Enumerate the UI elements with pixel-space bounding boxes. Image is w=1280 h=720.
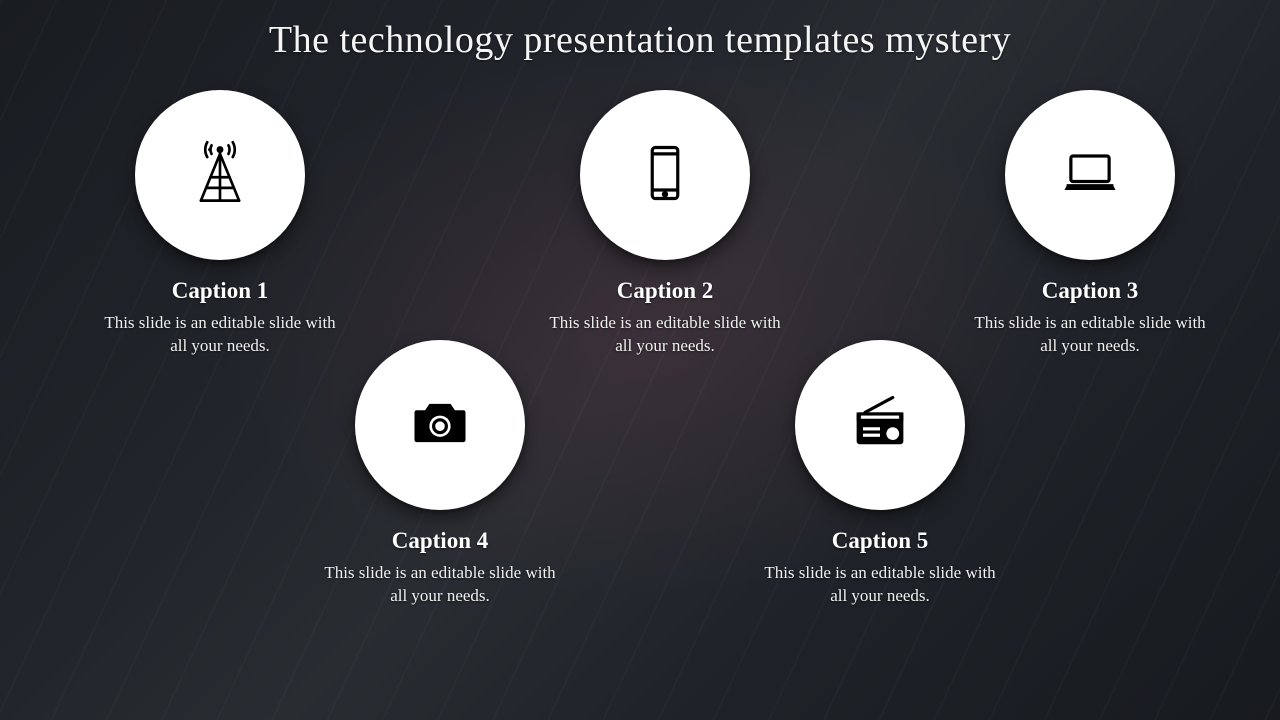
icon-circle-4 (355, 340, 525, 510)
slide-root: The technology presentation templates my… (0, 0, 1280, 720)
slide-title: The technology presentation templates my… (0, 18, 1280, 62)
caption-5: Caption 5 (750, 528, 1010, 554)
item-2: Caption 2 This slide is an editable slid… (535, 90, 795, 358)
desc-5: This slide is an editable slide with all… (750, 562, 1010, 608)
item-4: Caption 4 This slide is an editable slid… (310, 340, 570, 608)
item-5: Caption 5 This slide is an editable slid… (750, 340, 1010, 608)
icon-circle-5 (795, 340, 965, 510)
item-1: Caption 1 This slide is an editable slid… (90, 90, 350, 358)
icon-circle-2 (580, 90, 750, 260)
caption-3: Caption 3 (960, 278, 1220, 304)
caption-4: Caption 4 (310, 528, 570, 554)
caption-2: Caption 2 (535, 278, 795, 304)
icon-circle-1 (135, 90, 305, 260)
icon-circle-3 (1005, 90, 1175, 260)
desc-4: This slide is an editable slide with all… (310, 562, 570, 608)
radio-icon (846, 389, 914, 462)
laptop-icon (1056, 139, 1124, 212)
item-3: Caption 3 This slide is an editable slid… (960, 90, 1220, 358)
antenna-icon (186, 139, 254, 212)
smartphone-icon (631, 139, 699, 212)
camera-icon (406, 389, 474, 462)
caption-1: Caption 1 (90, 278, 350, 304)
